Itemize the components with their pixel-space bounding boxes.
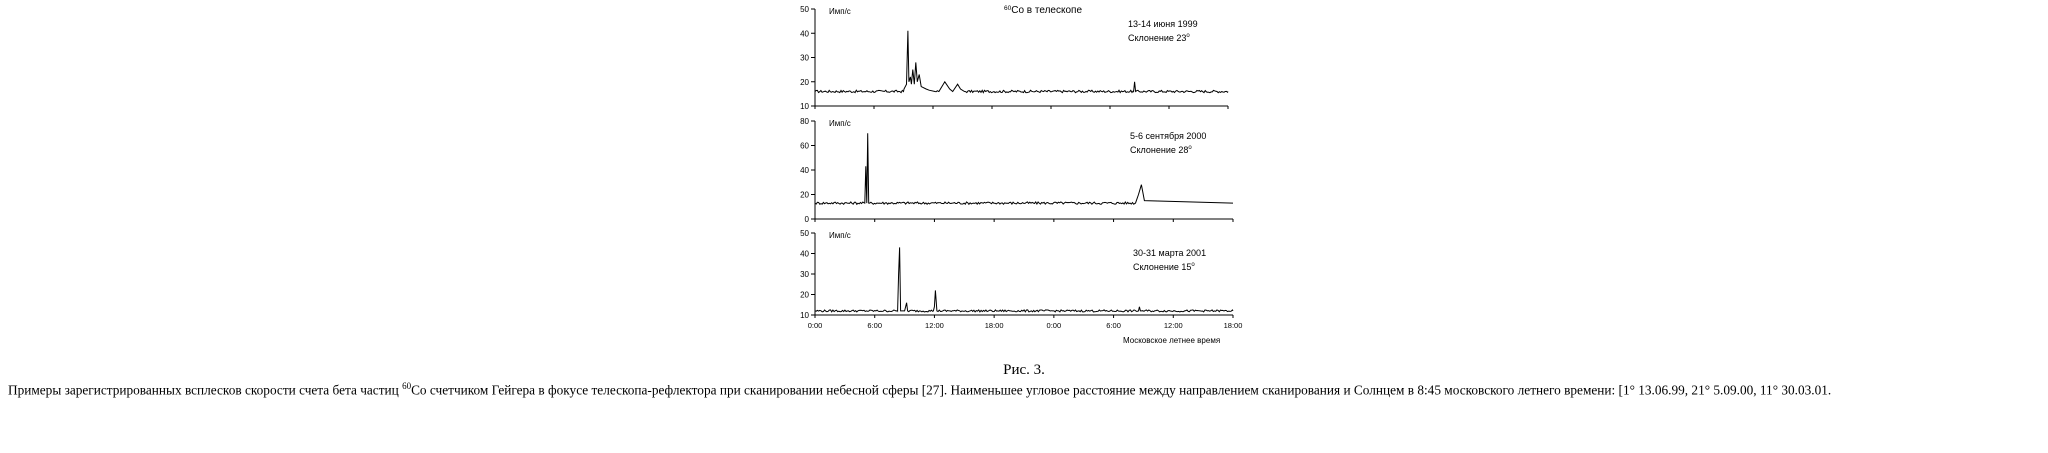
y-axis-label: Имп/с xyxy=(829,231,851,240)
y-tick-label: 50 xyxy=(800,229,809,238)
chart-figure: 10 20 30 40 50 Имп/с 13-14 июня 1999 Склонение … xyxy=(800,5,1243,345)
panel-declination-label: Склонение 23o xyxy=(1128,33,1190,43)
x-tick-label: 0:00 xyxy=(808,321,823,330)
x-tick-label: 6:00 xyxy=(867,321,882,330)
figure-super-title-sup: 60 xyxy=(1004,5,1012,12)
series-line-1 xyxy=(814,247,1234,313)
chart-panel-2: 0 20 40 60 80 Имп/с 5-6 сентября 2000 Склонение… xyxy=(800,117,1234,224)
declination-degree-sup: o xyxy=(1188,145,1192,151)
y-tick-label: 30 xyxy=(800,54,809,63)
y-tick-label: 30 xyxy=(800,270,809,279)
y-tick-label: 40 xyxy=(800,166,809,175)
chart-panel-3: 10 20 30 40 50 Имп/с 30-31 марта 2001 Склонение… xyxy=(800,229,1234,320)
y-tick-label: 20 xyxy=(800,78,809,87)
declination-text: Склонение 28 xyxy=(1130,145,1188,155)
x-tick-label: 12:00 xyxy=(1164,321,1183,330)
declination-degree-sup: o xyxy=(1186,33,1190,39)
series-line-1 xyxy=(814,30,1229,94)
figure-super-title-text: Co в телескопе xyxy=(1011,5,1082,16)
y-axis-label: Имп/с xyxy=(829,119,851,128)
y-tick-label: 80 xyxy=(800,117,809,126)
y-tick-label: 10 xyxy=(800,102,809,111)
declination-degree-sup: o xyxy=(1191,262,1195,268)
panel-date-label: 30-31 марта 2001 xyxy=(1133,248,1206,258)
x-tick-label: 6:00 xyxy=(1106,321,1121,330)
declination-text: Склонение 23 xyxy=(1128,33,1186,43)
y-tick-label: 40 xyxy=(800,250,809,259)
panel-declination-label: Склонение 28o xyxy=(1130,145,1192,155)
declination-text: Склонение 15 xyxy=(1133,262,1191,272)
y-tick-label: 20 xyxy=(800,291,809,300)
x-axis-label: Московское летнее время xyxy=(1123,336,1220,345)
x-tick-label: 18:00 xyxy=(1224,321,1243,330)
figure-caption-start: Примеры зарегистрированных всплесков ско… xyxy=(8,382,403,398)
y-tick-label: 20 xyxy=(800,191,809,200)
x-tick-label: 0:00 xyxy=(1047,321,1062,330)
x-tick-label: 12:00 xyxy=(925,321,944,330)
figure-caption-end: Co счетчиком Гейгера в фокусе телескопа-… xyxy=(411,382,1832,398)
y-tick-label: 50 xyxy=(800,5,809,14)
x-tick-labels: 0:00 6:00 12:00 18:00 0:00 6:00 12:00 18:00 xyxy=(808,321,1243,330)
chart-panel-1: 10 20 30 40 50 Имп/с 13-14 июня 1999 Склонение … xyxy=(800,5,1229,111)
y-tick-label: 10 xyxy=(800,311,809,320)
panel-date-label: 13-14 июня 1999 xyxy=(1128,19,1198,29)
figure-caption-label: Рис. 3. xyxy=(1003,362,1045,378)
panel-declination-label: Склонение 15o xyxy=(1133,262,1195,272)
y-tick-label: 40 xyxy=(800,29,809,38)
figure-caption: Примеры зарегистрированных всплесков ско… xyxy=(8,381,2048,398)
series-line-1 xyxy=(814,133,1234,206)
figure-caption-sup: 60 xyxy=(402,381,412,391)
y-axis-label: Имп/с xyxy=(829,7,851,16)
figure-super-title: 60Co в телескопе xyxy=(1004,5,1082,16)
y-tick-label: 60 xyxy=(800,142,809,151)
x-tick-label: 18:00 xyxy=(985,321,1004,330)
panel-date-label: 5-6 сентября 2000 xyxy=(1130,131,1206,141)
y-tick-label: 0 xyxy=(805,215,810,224)
chart-panels: 10 20 30 40 50 Имп/с 13-14 июня 1999 Склонение … xyxy=(800,5,1234,320)
